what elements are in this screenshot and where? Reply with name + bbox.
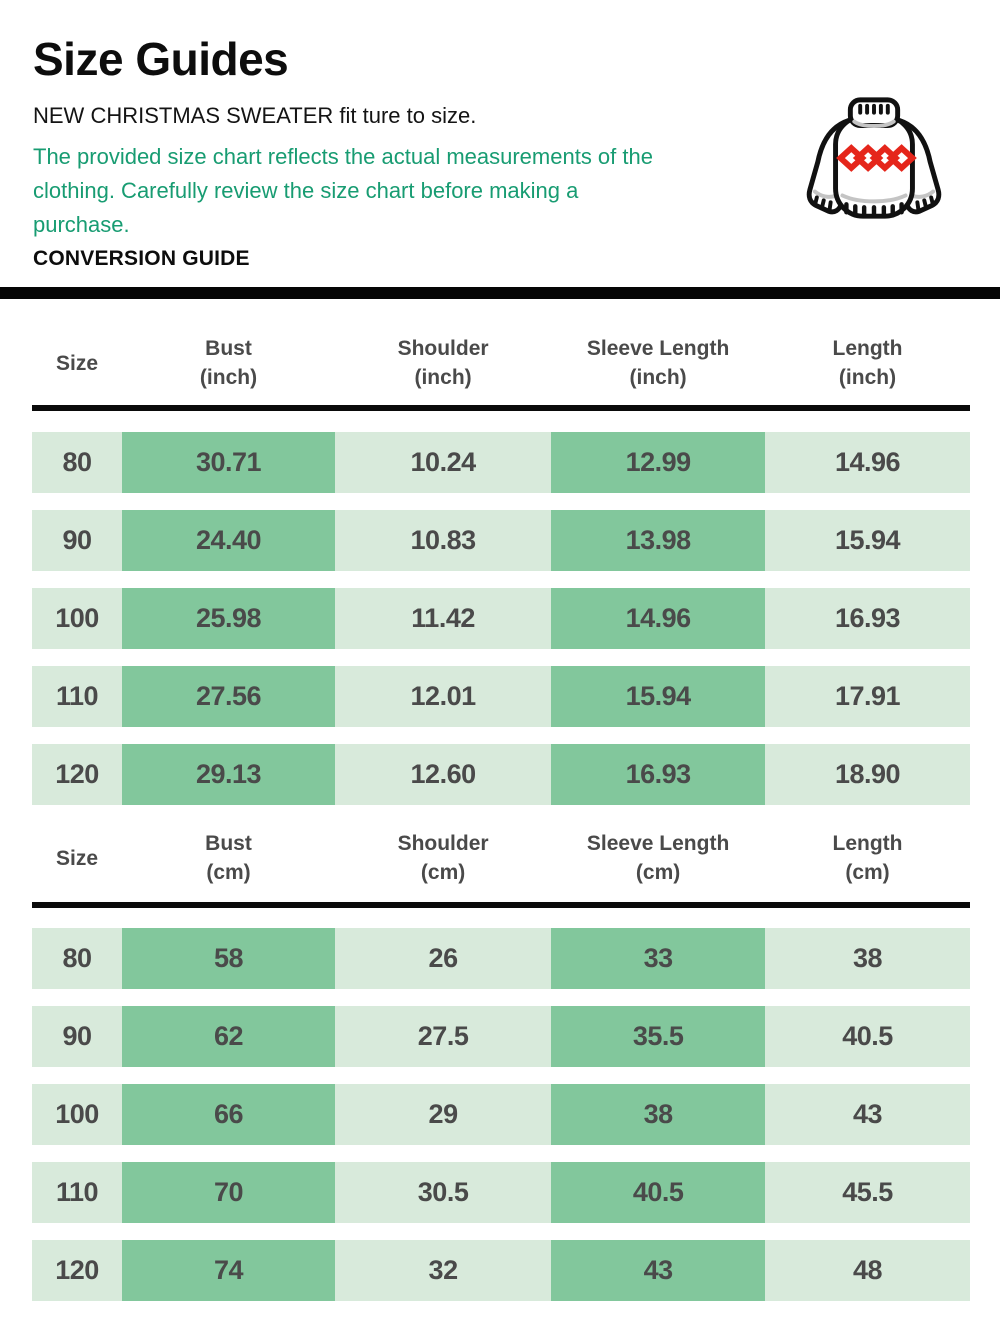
table-cell: 12.60: [334, 744, 552, 805]
table-cell: 11.42: [334, 588, 552, 649]
table-cell: 15.94: [765, 510, 970, 571]
table-cell: 38: [551, 1084, 766, 1145]
table-cell: 17.91: [765, 666, 970, 727]
table-cell: 32: [334, 1240, 552, 1301]
column-header-shoulder: Shoulder (inch): [397, 337, 489, 389]
table-cell: 48: [765, 1240, 970, 1301]
table-cell: 26: [334, 928, 552, 989]
table-cell: 12.99: [551, 432, 766, 493]
column-header-sleeve-length: Sleeve Length (inch): [586, 337, 730, 389]
table-body-inch: 80 30.71 10.24 12.99 14.96 90 24.40 10.83 13.98 1…: [32, 432, 970, 805]
table-cell: 16.93: [551, 744, 766, 805]
table-cell: 14.96: [551, 588, 766, 649]
table-row-size-100: 100 25.98 11.42 14.96 16.93: [32, 588, 970, 649]
size-table-cm: Size Bust (cm) Shoulder (cm) Sleeve Length (cm…: [32, 822, 970, 1301]
section-divider-bar: [0, 287, 1000, 299]
table-cell: 10.24: [334, 432, 552, 493]
table-cell: 58: [122, 928, 335, 989]
table-cell: 120: [32, 1240, 123, 1301]
table-cell: 15.94: [551, 666, 766, 727]
table-cell: 90: [32, 1006, 123, 1067]
table-cell: 10.83: [334, 510, 552, 571]
column-header-length: Length (inch): [832, 337, 903, 389]
column-header-shoulder: Shoulder (cm): [397, 832, 489, 884]
table-cell: 29.13: [122, 744, 335, 805]
table-row-size-80: 80 30.71 10.24 12.99 14.96: [32, 432, 970, 493]
table-cell: 12.01: [334, 666, 552, 727]
table-cell: 38: [765, 928, 970, 989]
size-tables: Size Bust (inch) Shoulder (inch) Sleeve Lengt…: [32, 299, 970, 1318]
table-cell: 35.5: [551, 1006, 766, 1067]
table-row-size-120: 120 74 32 43 48: [32, 1240, 970, 1301]
table-row-size-100: 100 66 29 38 43: [32, 1084, 970, 1145]
table-header-row-cm: Size Bust (cm) Shoulder (cm) Sleeve Length (cm…: [32, 822, 970, 902]
page-title: Size Guides: [33, 33, 289, 85]
size-table-inch: Size Bust (inch) Shoulder (inch) Sleeve Lengt…: [32, 299, 970, 805]
table-cell: 66: [122, 1084, 335, 1145]
table-cell: 27.56: [122, 666, 335, 727]
table-cell: 24.40: [122, 510, 335, 571]
table-body-cm: 80 58 26 33 38 90 62 27.5 35.5 40.5 100 66 29 38 43 110…: [32, 928, 970, 1301]
table-cell: 43: [551, 1240, 766, 1301]
table-cell: 14.96: [765, 432, 970, 493]
table-header-rule: [32, 405, 970, 411]
table-cell: 30.5: [334, 1162, 552, 1223]
table-cell: 90: [32, 510, 123, 571]
table-cell: 43: [765, 1084, 970, 1145]
christmas-sweater-icon: [806, 97, 942, 219]
table-cell: 80: [32, 928, 123, 989]
table-cell: 30.71: [122, 432, 335, 493]
table-cell: 29: [334, 1084, 552, 1145]
table-header-rule: [32, 902, 970, 908]
column-header-sleeve-length: Sleeve Length (cm): [586, 832, 730, 884]
table-cell: 27.5: [334, 1006, 552, 1067]
column-header-size: Size: [56, 351, 99, 375]
table-row-size-90: 90 62 27.5 35.5 40.5: [32, 1006, 970, 1067]
table-cell: 74: [122, 1240, 335, 1301]
table-cell: 25.98: [122, 588, 335, 649]
column-header-bust: Bust (inch): [199, 337, 258, 389]
table-cell: 80: [32, 432, 123, 493]
conversion-guide-label: CONVERSION GUIDE: [33, 247, 250, 270]
table-row-size-80: 80 58 26 33 38: [32, 928, 970, 989]
table-row-size-110: 110 70 30.5 40.5 45.5: [32, 1162, 970, 1223]
table-cell: 40.5: [765, 1006, 970, 1067]
table-cell: 45.5: [765, 1162, 970, 1223]
table-cell: 120: [32, 744, 123, 805]
table-cell: 110: [32, 1162, 123, 1223]
table-cell: 100: [32, 588, 123, 649]
size-chart-description: The provided size chart reflects the act…: [33, 144, 653, 237]
table-cell: 100: [32, 1084, 123, 1145]
table-row-size-110: 110 27.56 12.01 15.94 17.91: [32, 666, 970, 727]
table-cell: 13.98: [551, 510, 766, 571]
column-header-size: Size: [56, 846, 99, 870]
table-cell: 40.5: [551, 1162, 766, 1223]
table-row-size-120: 120 29.13 12.60 16.93 18.90: [32, 744, 970, 805]
table-cell: 70: [122, 1162, 335, 1223]
table-cell: 33: [551, 928, 766, 989]
table-row-size-90: 90 24.40 10.83 13.98 15.94: [32, 510, 970, 571]
table-cell: 18.90: [765, 744, 970, 805]
table-cell: 62: [122, 1006, 335, 1067]
table-header-row-inch: Size Bust (inch) Shoulder (inch) Sleeve Lengt…: [32, 299, 970, 405]
table-cell: 110: [32, 666, 123, 727]
column-header-length: Length (cm): [832, 832, 903, 884]
column-header-bust: Bust (cm): [205, 832, 252, 884]
table-cell: 16.93: [765, 588, 970, 649]
fit-note: NEW CHRISTMAS SWEATER fit ture to size.: [33, 103, 477, 128]
